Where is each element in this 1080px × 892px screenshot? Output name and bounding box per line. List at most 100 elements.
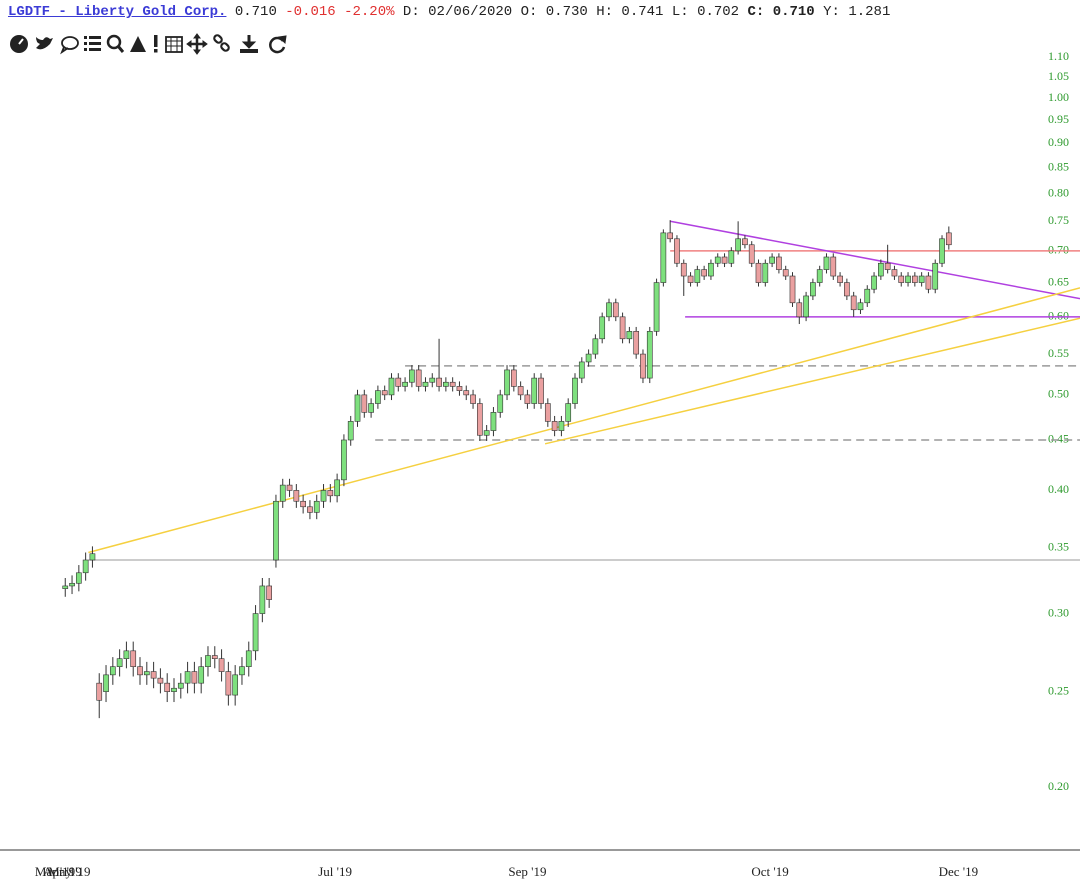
- candle-body: [395, 377, 402, 387]
- trend-line: [88, 287, 1080, 554]
- calendar-icon[interactable]: [165, 36, 183, 53]
- field-label: O:: [520, 4, 538, 20]
- candle-body: [667, 232, 674, 240]
- candle-body: [721, 256, 728, 264]
- candle-body: [429, 377, 436, 383]
- y-tick-label: 0.95: [1048, 112, 1069, 126]
- candle-body: [551, 421, 558, 431]
- candle-body: [782, 269, 789, 277]
- candle-body: [823, 256, 830, 270]
- candle-body: [633, 331, 640, 355]
- candle-body: [864, 288, 871, 304]
- candle-body: [701, 269, 707, 277]
- last-price: 0.710: [234, 4, 277, 20]
- dashboard-icon[interactable]: [10, 35, 28, 53]
- candle-body: [680, 262, 687, 277]
- candle-body: [878, 262, 884, 277]
- candle-body: [211, 655, 218, 659]
- download-icon[interactable]: [240, 35, 258, 53]
- candle-body: [653, 282, 660, 332]
- candle-body: [409, 369, 415, 383]
- candle-body: [708, 262, 714, 277]
- candle-body: [918, 275, 925, 283]
- field-value: 0.702: [697, 4, 740, 20]
- y-tick-label: 0.55: [1048, 346, 1069, 360]
- candle-body: [116, 658, 123, 667]
- candle-body: [82, 559, 89, 574]
- candle-body: [612, 302, 619, 318]
- x-tick-label: Oct '19: [751, 864, 788, 879]
- list-icon[interactable]: [84, 36, 101, 51]
- candle-body: [538, 377, 544, 404]
- quote-header: LGDTF - Liberty Gold Corp. 0.710 -0.016 …: [8, 4, 890, 20]
- candle-body: [837, 275, 843, 283]
- candle-body: [205, 655, 211, 667]
- candle-body: [687, 275, 694, 283]
- y-tick-label: 0.60: [1048, 309, 1069, 323]
- candle-body: [884, 262, 891, 270]
- candle-body: [259, 585, 266, 614]
- candle-body: [449, 381, 456, 387]
- y-tick-label: 0.75: [1048, 213, 1069, 227]
- candle-body: [565, 403, 572, 422]
- candle-body: [307, 506, 313, 513]
- candle-body: [470, 394, 476, 404]
- y-tick-label: 1.00: [1048, 90, 1069, 104]
- move-icon[interactable]: [186, 33, 208, 55]
- candle-body: [599, 316, 606, 340]
- triangle-icon[interactable]: [130, 36, 146, 52]
- candle-body: [742, 238, 748, 246]
- comment-icon[interactable]: [60, 36, 79, 55]
- candle-body: [177, 682, 184, 689]
- candle-body: [891, 269, 898, 277]
- twitter-icon[interactable]: [36, 37, 53, 50]
- link-icon[interactable]: [213, 34, 230, 52]
- candle-body: [327, 490, 334, 497]
- field-value: 0.741: [621, 4, 664, 20]
- candle-body: [157, 677, 164, 684]
- candle-body: [517, 386, 524, 396]
- candle-body: [354, 394, 361, 422]
- candle-body: [381, 390, 388, 396]
- candle-body: [857, 302, 864, 311]
- candle-body: [361, 394, 368, 413]
- candle-body: [96, 682, 103, 701]
- candle-body: [646, 331, 653, 379]
- x-tick-label: Sep '19: [508, 864, 546, 879]
- alert-icon[interactable]: [154, 35, 158, 53]
- y-tick-label: 0.45: [1048, 432, 1069, 446]
- search-icon[interactable]: [106, 34, 125, 53]
- candle-body: [150, 671, 157, 679]
- field-value: 1.281: [848, 4, 891, 20]
- y-tick-label: 0.20: [1048, 779, 1069, 793]
- trend-line: [544, 317, 1080, 445]
- field-value: 02/06/2020: [428, 4, 513, 20]
- candle-body: [905, 275, 911, 283]
- field-value: 0.730: [545, 4, 588, 20]
- refresh-icon[interactable]: [269, 35, 287, 54]
- field-value: 0.710: [772, 4, 815, 20]
- candle-body: [531, 377, 538, 404]
- candle-body: [62, 585, 69, 589]
- candle-body: [225, 671, 232, 696]
- candle-body: [626, 331, 633, 340]
- candle-body: [252, 613, 259, 652]
- change: -0.016: [285, 4, 336, 20]
- candle-body: [660, 232, 667, 283]
- candle-body: [674, 238, 680, 264]
- candle-body: [911, 275, 918, 283]
- candle-body: [497, 394, 504, 413]
- y-tick-label: 1.10: [1048, 49, 1069, 63]
- x-tick-label: Mar '19: [35, 864, 75, 879]
- symbol-link[interactable]: LGDTF - Liberty Gold Corp.: [8, 4, 227, 20]
- candle-body: [483, 430, 490, 436]
- candle-body: [279, 484, 286, 502]
- candle-body: [477, 403, 483, 436]
- candle-body: [123, 650, 130, 659]
- y-tick-label: 0.40: [1048, 482, 1069, 496]
- candle-body: [375, 390, 381, 404]
- candle-body: [585, 353, 592, 363]
- candle-body: [735, 238, 741, 252]
- x-tick-label: May '19: [48, 864, 90, 879]
